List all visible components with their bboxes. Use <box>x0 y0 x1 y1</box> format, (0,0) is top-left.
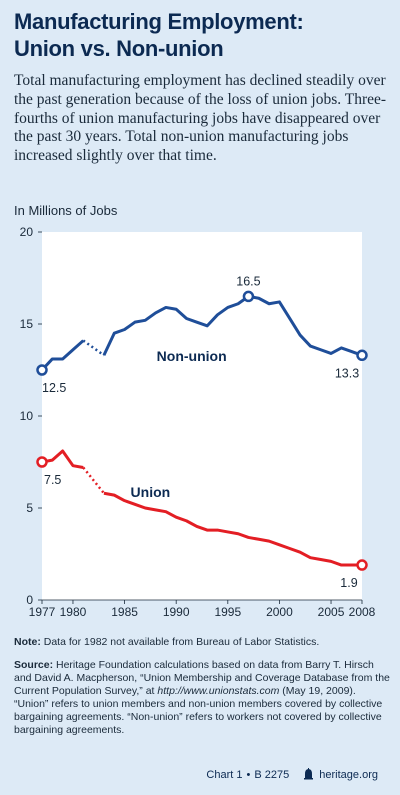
source-label: Source: <box>14 659 54 671</box>
liberty-bell-icon <box>304 768 314 780</box>
footer-chart-number: Chart 1 <box>206 769 243 781</box>
nonunion-end-label: 13.3 <box>335 366 359 380</box>
line-chart: 0 5 10 15 20 1977 1980 1985 1990 1995 2000 2005 2008… <box>20 225 376 619</box>
series-line-1-a <box>41 449 84 469</box>
x-tick-label: 2008 <box>349 605 376 619</box>
union-start-label: 7.5 <box>44 473 61 487</box>
union-end-marker <box>356 559 368 571</box>
footer-site: heritage.org <box>319 769 378 781</box>
chart-note: Note: Data for 1982 not available from B… <box>14 636 392 649</box>
y-tick-label: 5 <box>26 501 33 515</box>
series-gap-dotted-1 <box>82 466 105 495</box>
series-line-0-a <box>40 339 85 372</box>
series-line-0-b <box>102 294 363 357</box>
series-line-1-b <box>103 491 362 567</box>
y-tick-label: 0 <box>26 593 33 607</box>
nonunion-peak-marker <box>242 290 255 303</box>
footer-separator: • <box>246 769 251 781</box>
y-tick-label: 15 <box>20 317 34 331</box>
source-url: http://www.unionstats.com <box>157 685 280 697</box>
x-tick-label: 1985 <box>111 605 138 619</box>
chart-source: Source: Heritage Foundation calculations… <box>14 659 392 737</box>
plot-area <box>42 232 362 600</box>
source-text-1: Heritage Foundation calculations based o… <box>14 659 390 697</box>
series-gap-dotted-0 <box>82 339 105 357</box>
x-tick-label: 1977 <box>29 605 56 619</box>
x-tick-label: 2000 <box>266 605 293 619</box>
y-tick-label: 20 <box>20 225 34 239</box>
nonunion-start-label: 12.5 <box>42 381 66 395</box>
title-line-2: Union vs. Non-union <box>14 36 224 61</box>
x-tick-label: 1980 <box>60 605 87 619</box>
union-start-marker <box>36 456 48 468</box>
nonunion-start-marker <box>36 364 48 376</box>
source-text-2: (May 19, 2009). “Union” refers to union … <box>14 685 383 736</box>
union-series-label: Union <box>131 484 171 500</box>
nonunion-peak-label: 16.5 <box>236 274 260 288</box>
nonunion-end-marker <box>356 349 368 362</box>
chart-title: Manufacturing Employment: Union vs. Non-… <box>14 8 394 62</box>
y-tick-label: 10 <box>20 409 34 423</box>
note-label: Note: <box>14 636 41 648</box>
x-tick-label: 1990 <box>163 605 190 619</box>
chart-footer: Chart 1 • B 2275 heritage.org <box>206 768 378 781</box>
title-line-1: Manufacturing Employment: <box>14 9 304 34</box>
x-tick-label: 2005 <box>318 605 345 619</box>
nonunion-series-label: Non-union <box>157 348 227 364</box>
chart-description: Total manufacturing employment has decli… <box>14 72 387 165</box>
footer-bulletin-id: B 2275 <box>254 769 290 781</box>
x-tick-label: 1995 <box>214 605 241 619</box>
y-axis-label: In Millions of Jobs <box>14 203 118 218</box>
note-text: Data for 1982 not available from Bureau … <box>40 636 320 648</box>
union-end-label: 1.9 <box>340 576 357 590</box>
